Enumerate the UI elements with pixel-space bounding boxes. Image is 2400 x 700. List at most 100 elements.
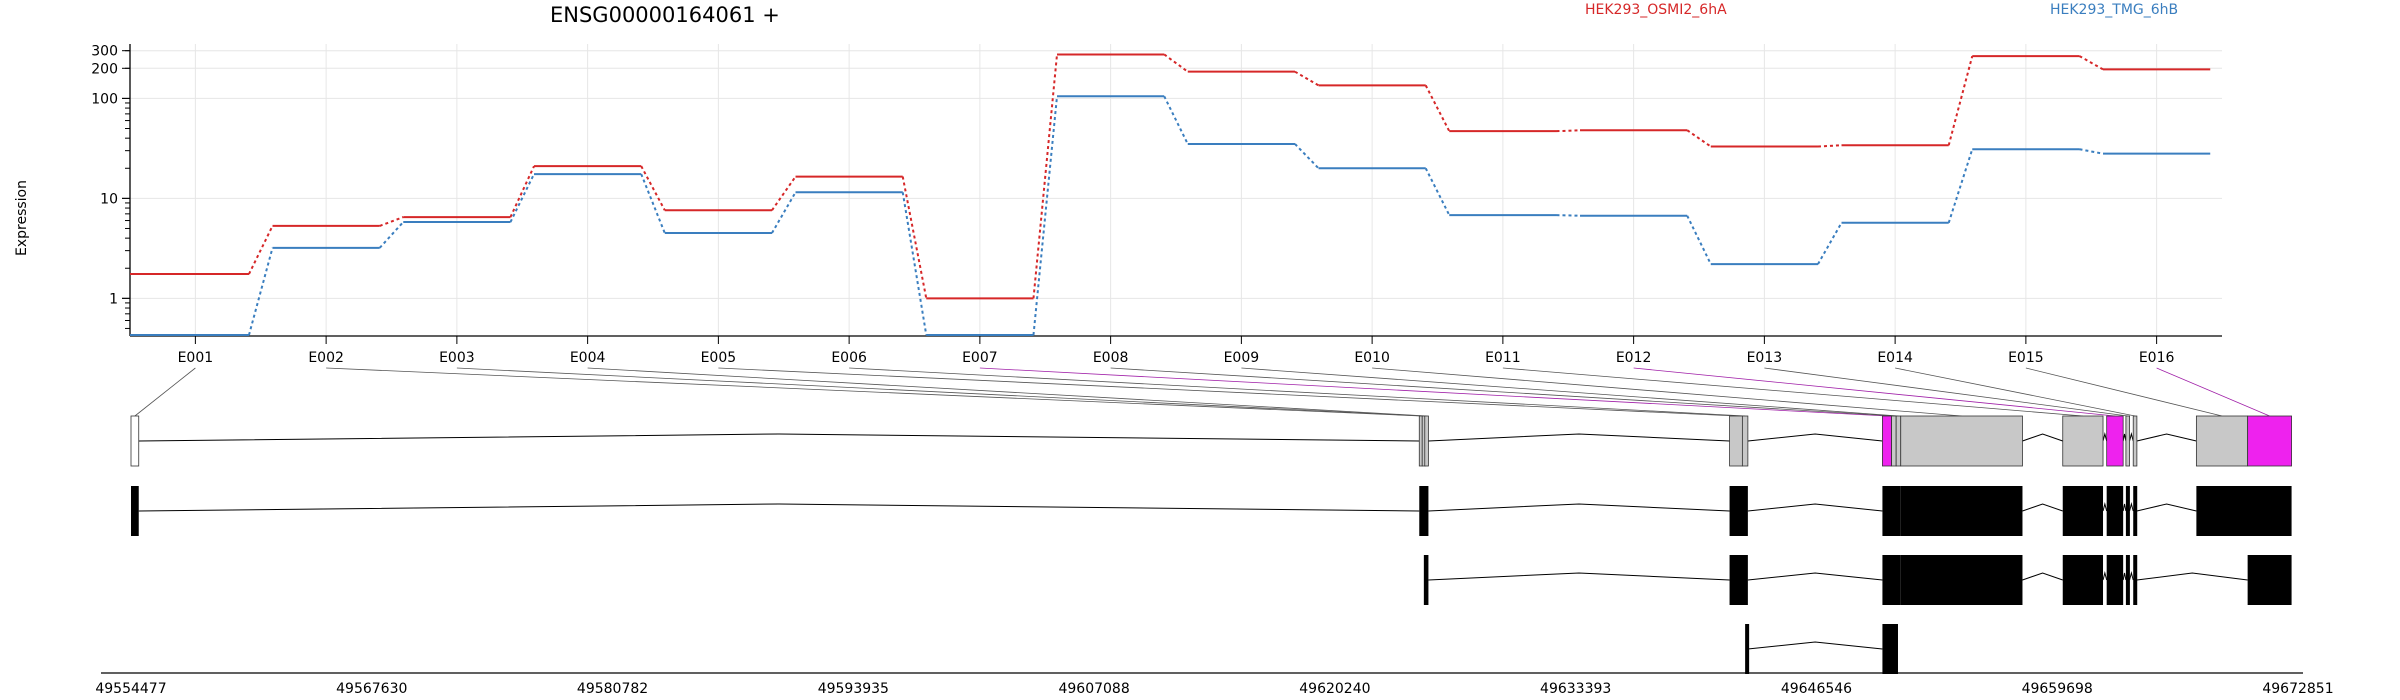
intron-line	[138, 433, 1420, 442]
series-2	[130, 95, 2211, 336]
x-tick-label: E013	[1747, 350, 1783, 366]
series-layer	[130, 53, 2211, 336]
exon-connector	[456, 367, 1424, 417]
genomic-tick-label: 49620240	[1299, 681, 1370, 697]
transcript-layer	[130, 415, 2292, 674]
y-axis-label: Expression	[14, 180, 30, 256]
legend-entry-osmi2: HEK293_OSMI2_6hA	[1585, 2, 1727, 18]
x-tick-label: E002	[308, 350, 344, 366]
exon-connector	[1110, 367, 1894, 417]
series-connector	[640, 173, 666, 234]
series-connector	[771, 176, 797, 211]
transcript-intron	[1428, 503, 1730, 512]
series-connector	[378, 221, 405, 249]
series-connector	[248, 247, 274, 336]
intron-line	[2102, 432, 2108, 442]
exon-box	[1741, 415, 1749, 467]
exon-box	[1891, 415, 1897, 467]
y-tick-label: 300	[91, 44, 118, 60]
series-connector	[1163, 53, 1189, 73]
transcript-exon	[1900, 555, 2023, 605]
series-connector	[1556, 214, 1581, 217]
series-connector	[1032, 96, 1059, 336]
transcript-exon	[1729, 555, 1748, 605]
exon-box	[2125, 415, 2130, 467]
transcript-exon	[1729, 486, 1748, 536]
exon-box	[130, 415, 140, 467]
transcript-intron	[1747, 503, 1883, 512]
x-tick-label: E004	[570, 350, 606, 366]
transcript-exon	[2106, 486, 2124, 536]
x-tick-label: E006	[831, 350, 867, 366]
transcript-intron	[2122, 503, 2127, 512]
genomic-tick-label: 49659698	[2022, 681, 2093, 697]
chart-title: ENSG00000164061 +	[550, 3, 780, 27]
transcript-intron	[1747, 641, 1883, 650]
exon-box	[2106, 415, 2124, 467]
series-connector	[1424, 84, 1451, 132]
transcript-intron	[2122, 572, 2127, 581]
transcript-intron	[1747, 572, 1883, 581]
x-tick-label: E008	[1093, 350, 1129, 366]
transcript-intron	[2022, 572, 2063, 581]
x-tick-label: E011	[1485, 350, 1521, 366]
series-connector	[379, 216, 404, 227]
intron-line	[2122, 433, 2127, 442]
genomic-tick-label: 49672851	[2262, 681, 2333, 697]
x-tick-label: E005	[701, 350, 737, 366]
exon-map	[130, 415, 2292, 467]
exon-box	[2132, 415, 2138, 467]
genomic-axis-layer: 49554477 49567630 49580782 49593935 49607088…	[95, 672, 2334, 697]
exon-connector	[979, 367, 1888, 417]
series-connector	[1294, 70, 1320, 87]
series-1	[130, 53, 2211, 300]
series-connector	[1947, 148, 1974, 224]
transcript-intron	[2129, 502, 2134, 512]
x-tick-label: E007	[962, 350, 998, 366]
series-connector	[771, 191, 797, 234]
series-connector	[2079, 148, 2104, 155]
intron-line	[1747, 433, 1883, 442]
exon-connector	[1895, 367, 2136, 417]
transcript-intron	[138, 503, 1420, 512]
genomic-tick-label: 49646546	[1781, 681, 1852, 697]
legend-entry-tmg: HEK293_TMG_6hB	[2050, 2, 2178, 18]
exon-connector	[326, 367, 1421, 417]
exon-connector	[718, 367, 1736, 417]
series-connector	[1556, 129, 1581, 133]
y-tick-label: 10	[100, 191, 118, 207]
exon-connector	[587, 367, 1427, 417]
transcript-exon	[1882, 555, 1901, 605]
genomic-tick-label: 49580782	[577, 681, 648, 697]
exon-connector-layer	[134, 367, 2270, 417]
transcript-intron	[2136, 572, 2248, 581]
exon-connector	[849, 367, 1746, 417]
transcript-exon	[1900, 486, 2023, 536]
exon-connector	[1633, 367, 2115, 417]
transcript-exon	[2062, 555, 2104, 605]
transcript-row	[131, 486, 2292, 536]
transcript-intron	[2022, 503, 2063, 512]
genomic-tick-label: 49593935	[818, 681, 889, 697]
series-connector	[509, 165, 535, 218]
x-tick-label: E014	[1877, 350, 1913, 366]
transcript-exon	[1423, 555, 1429, 605]
series-connector	[2078, 55, 2104, 71]
transcript-intron	[2129, 571, 2134, 581]
series-connector	[1294, 143, 1320, 169]
grid-layer	[130, 44, 2222, 336]
transcript-exon	[2125, 486, 2130, 536]
x-tick-label: E003	[439, 350, 475, 366]
series-connector	[1163, 95, 1189, 145]
x-tick-label: E001	[178, 350, 214, 366]
transcript-exon	[2062, 486, 2104, 536]
series-connector	[1686, 129, 1712, 148]
intron-line	[1428, 433, 1730, 442]
transcript-exon	[1419, 486, 1429, 536]
x-tick-label: E012	[1616, 350, 1652, 366]
exon-connector	[2025, 367, 2223, 417]
series-connector	[1817, 222, 1843, 265]
transcript-intron	[2102, 502, 2108, 512]
